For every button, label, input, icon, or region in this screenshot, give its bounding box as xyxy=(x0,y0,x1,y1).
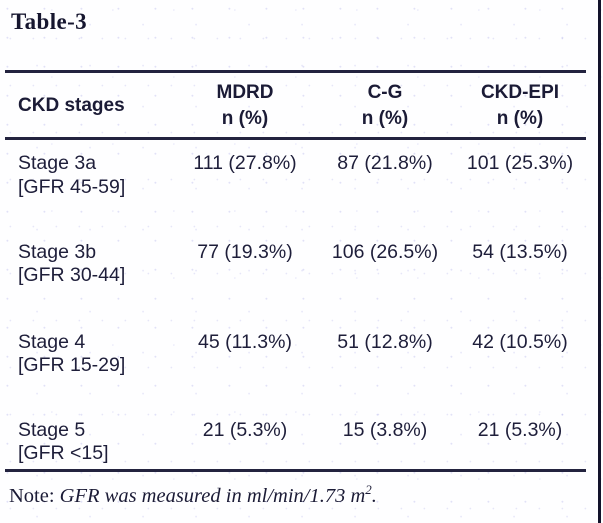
stage-name: Stage 3a xyxy=(18,152,97,175)
table-row-stage-3b: Stage 3b [GFR 30-44] 77 (19.3%) 106 (26.… xyxy=(5,229,586,319)
stage-name: Stage 5 xyxy=(18,418,86,441)
stage-gfr-range: [GFR <15] xyxy=(18,442,109,465)
footnote-period: . xyxy=(371,484,377,507)
ckd-epi-value: 101 (25.3%) xyxy=(466,152,574,175)
cg-value: 15 (3.8%) xyxy=(342,418,428,441)
header-ckd-epi-line1: CKD-EPI xyxy=(480,82,560,103)
scan-edge-artifact xyxy=(598,0,601,523)
ckd-epi-value: 42 (10.5%) xyxy=(472,330,568,353)
stage-cell: Stage 3b [GFR 30-44] xyxy=(5,229,174,319)
stage-name: Stage 3b xyxy=(18,240,97,263)
stage-gfr-range: [GFR 45-59] xyxy=(18,175,126,198)
header-ckd-stages: CKD stages xyxy=(5,72,174,139)
footnote-label: Note: xyxy=(9,484,60,507)
mdrd-value: 21 (5.3%) xyxy=(202,418,288,441)
header-ckd-stages-label: CKD stages xyxy=(18,94,125,116)
header-mdrd-line1: MDRD xyxy=(216,82,274,103)
ckd-stages-table: CKD stages MDRD n (%) C-G n (%) CKD-EPI … xyxy=(5,70,586,472)
footnote-body: GFR was measured in ml/min/1.73 m xyxy=(59,484,366,507)
ckd-epi-value: 54 (13.5%) xyxy=(472,240,568,263)
table-header-row: CKD stages MDRD n (%) C-G n (%) CKD-EPI … xyxy=(5,72,586,139)
footnote: Note: GFR was measured in ml/min/1.73 m2… xyxy=(9,482,377,508)
mdrd-value: 45 (11.3%) xyxy=(198,330,292,353)
header-cg-line2: n (%) xyxy=(361,107,409,129)
mdrd-value: 77 (19.3%) xyxy=(197,240,293,263)
cg-value: 51 (12.8%) xyxy=(337,330,433,353)
stage-name: Stage 4 xyxy=(18,330,86,353)
stage-cell: Stage 5 [GFR <15] xyxy=(5,407,174,471)
header-mdrd: MDRD n (%) xyxy=(174,72,316,139)
stage-cell: Stage 4 [GFR 15-29] xyxy=(5,319,174,407)
footnote-superscript: 2 xyxy=(365,482,372,497)
table-row-stage-3a: Stage 3a [GFR 45-59] 111 (27.8%) 87 (21.… xyxy=(5,139,586,229)
ckd-epi-value: 21 (5.3%) xyxy=(477,418,563,441)
header-mdrd-line2: n (%) xyxy=(221,107,269,129)
cg-value: 87 (21.8%) xyxy=(337,152,433,175)
header-ckd-epi-line2: n (%) xyxy=(496,107,544,129)
header-cg: C-G n (%) xyxy=(316,72,454,139)
table-row-stage-5: Stage 5 [GFR <15] 21 (5.3%) 15 (3.8%) 21… xyxy=(5,407,586,471)
stage-cell: Stage 3a [GFR 45-59] xyxy=(5,139,174,229)
stage-gfr-range: [GFR 30-44] xyxy=(18,264,126,287)
stage-gfr-range: [GFR 15-29] xyxy=(18,354,126,377)
cg-value: 106 (26.5%) xyxy=(331,240,439,263)
mdrd-value: 111 (27.8%) xyxy=(193,152,297,175)
table-title: Table-3 xyxy=(11,9,88,34)
table-row-stage-4: Stage 4 [GFR 15-29] 45 (11.3%) 51 (12.8%… xyxy=(5,319,586,407)
header-cg-line1: C-G xyxy=(367,82,403,103)
header-ckd-epi: CKD-EPI n (%) xyxy=(454,72,586,139)
